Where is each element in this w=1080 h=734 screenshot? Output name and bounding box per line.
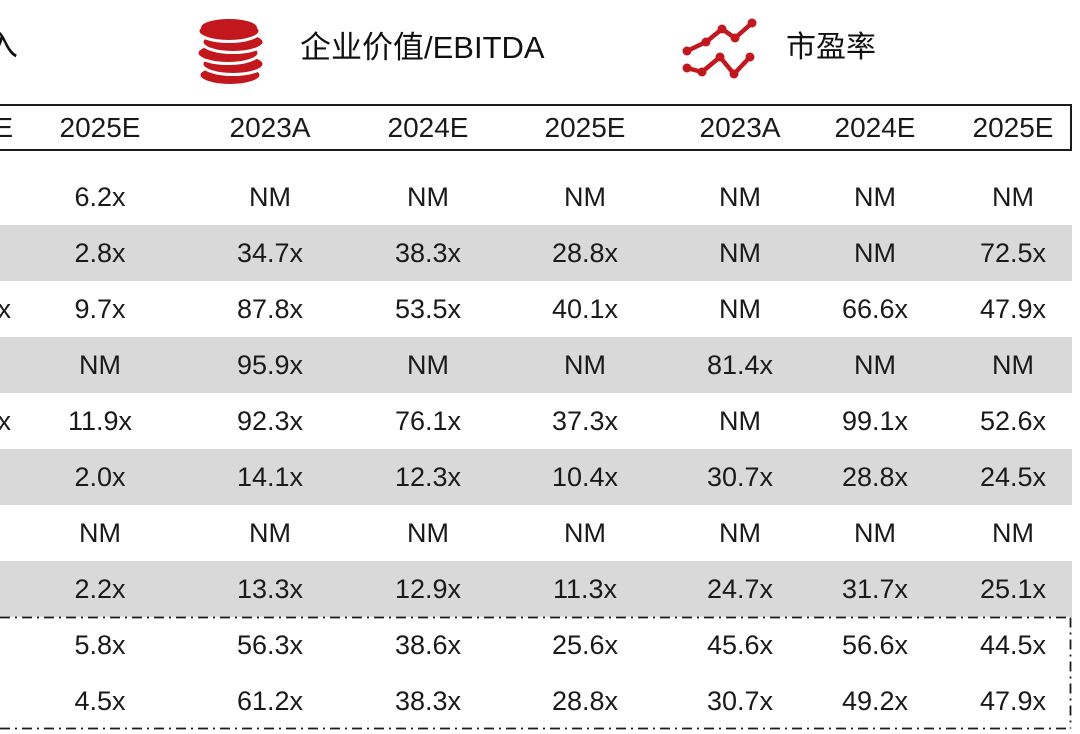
table-cell: 5.8x (74, 630, 126, 660)
table-cell: 10.4x (551, 462, 619, 492)
table-cell: NM (249, 518, 291, 548)
table-cell: 47.9x (979, 294, 1047, 324)
table-row: 5.8x 56.3x 38.6x 25.6x 45.6x 56.6x 44.5x (0, 617, 1072, 673)
table-cell: 49.2x (841, 686, 909, 716)
line-chart-icon (680, 16, 760, 80)
table-cell: 40.1x (551, 294, 619, 324)
table-cell: 38.3x (394, 238, 462, 268)
table-cell: 11.3x (552, 574, 618, 604)
table-row: x 11.9x 92.3x 76.1x 37.3x NM 99.1x 52.6x (0, 393, 1072, 449)
table-cell: 12.3x (394, 462, 462, 492)
table-cell: 9.7x (74, 294, 126, 324)
header-cell: 2025E (972, 112, 1054, 143)
table-cell: NM (564, 518, 606, 548)
table-cell: 24.5x (979, 462, 1047, 492)
table-cell: 52.6x (979, 406, 1047, 436)
table-cell: NM (992, 518, 1034, 548)
table-cell: 72.5x (979, 238, 1047, 268)
table-cell: 28.8x (551, 238, 619, 268)
table-cell: 76.1x (394, 406, 462, 436)
table-cell: 37.3x (551, 406, 619, 436)
table-row: 4.5x 61.2x 38.3x 28.8x 30.7x 49.2x 47.9x (0, 673, 1072, 729)
table-cell: 14.1x (236, 462, 304, 492)
table-cell: 61.2x (236, 686, 304, 716)
table-cell: NM (854, 350, 896, 380)
table-cell: 56.3x (236, 630, 304, 660)
coin-stack-icon (195, 12, 267, 88)
table-cell: NM (854, 238, 896, 268)
header-cell: 2023A (699, 112, 781, 143)
table-header-row: E 2025E 2023A 2024E 2025E 2023A 2024E 2025E (0, 104, 1072, 151)
table-cell: 11.9x (67, 406, 133, 436)
table-cell: NM (407, 182, 449, 212)
table-cell: 28.8x (551, 686, 619, 716)
table-cell: NM (564, 182, 606, 212)
table-cell: 34.7x (236, 238, 304, 268)
table-cell: 38.3x (394, 686, 462, 716)
table-body: 6.2x NM NM NM NM NM NM 2.8x 34.7x 38.3x 28.8x NM NM 7… (0, 169, 1080, 729)
table-cell: 6.2x (74, 182, 126, 212)
table-cell: 24.7x (706, 574, 774, 604)
table-cell: NM (719, 406, 761, 436)
table-row: 2.2x 13.3x 12.9x 11.3x 24.7x 31.7x 25.1x (0, 561, 1072, 617)
header-cell: 2024E (834, 112, 916, 143)
table-cell: NM (249, 182, 291, 212)
table-row: 2.8x 34.7x 38.3x 28.8x NM NM 72.5x (0, 225, 1072, 281)
table-cell: 31.7x (841, 574, 909, 604)
header-cell: 2024E (387, 112, 469, 143)
table-cell: NM (79, 518, 121, 548)
table-cell: 25.1x (979, 574, 1047, 604)
table-cell: NM (719, 294, 761, 324)
table-cell: NM (719, 182, 761, 212)
table-cell: 45.6x (706, 630, 774, 660)
table-cell: NM (992, 182, 1034, 212)
table-cell: NM (854, 518, 896, 548)
header-cell: 2023A (229, 112, 311, 143)
table-cell: 4.5x (74, 686, 126, 716)
table-cell: NM (719, 518, 761, 548)
legend-ev-ebitda-label: 企业价值/EBITDA (300, 30, 545, 65)
table-cell: 92.3x (236, 406, 304, 436)
table-cell: NM (992, 350, 1034, 380)
table-cell: 87.8x (236, 294, 304, 324)
table-cell: 13.3x (236, 574, 304, 604)
table-cell: 12.9x (394, 574, 462, 604)
table-cell: 25.6x (551, 630, 619, 660)
table-cell: 47.9x (979, 686, 1047, 716)
table-cell: 38.6x (394, 630, 462, 660)
header-cell: 2025E (59, 112, 141, 143)
table-row: 2.0x 14.1x 12.3x 10.4x 30.7x 28.8x 24.5x (0, 449, 1072, 505)
table-cell: 81.4x (706, 350, 774, 380)
table-cell: 66.6x (841, 294, 909, 324)
table-cell: 2.2x (74, 574, 126, 604)
table-row: x 9.7x 87.8x 53.5x 40.1x NM 66.6x 47.9x (0, 281, 1072, 337)
table-cell: 30.7x (706, 686, 774, 716)
table-cell: NM (719, 238, 761, 268)
table-cell: 30.7x (706, 462, 774, 492)
table-cell: 53.5x (394, 294, 462, 324)
table-cell: 56.6x (841, 630, 909, 660)
legend-pe-label: 市盈率 (786, 31, 876, 64)
table-row: NM NM NM NM NM NM NM (0, 505, 1072, 561)
table-cell-partial: x (0, 406, 11, 436)
table-cell: 2.0x (74, 462, 126, 492)
table-cell: NM (564, 350, 606, 380)
table-row: NM 95.9x NM NM 81.4x NM NM (0, 337, 1072, 393)
table-cell: NM (854, 182, 896, 212)
table-row: 6.2x NM NM NM NM NM NM (0, 169, 1072, 225)
table-cell: 44.5x (979, 630, 1047, 660)
header-cell: 2025E (544, 112, 626, 143)
table-cell: 2.8x (74, 238, 126, 268)
table-cell: 99.1x (841, 406, 909, 436)
table-cell: NM (79, 350, 121, 380)
table-cell: 28.8x (841, 462, 909, 492)
legend-revenue-partial-label: 入 (0, 26, 18, 62)
table-cell: 95.9x (236, 350, 304, 380)
header-cell-partial: E (0, 112, 13, 143)
table-cell: NM (407, 518, 449, 548)
table-cell-partial: x (0, 294, 11, 324)
table-cell: NM (407, 350, 449, 380)
